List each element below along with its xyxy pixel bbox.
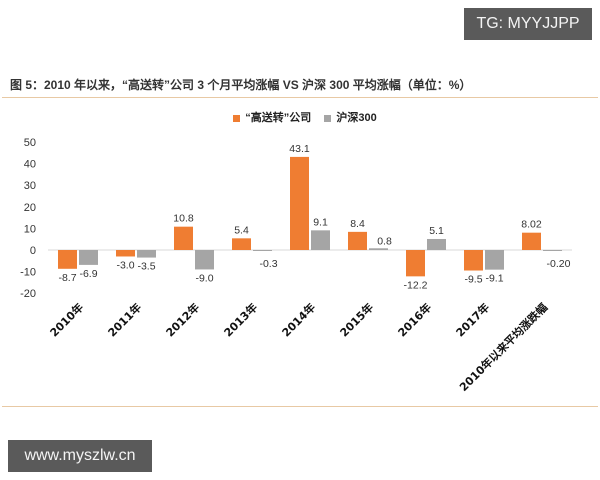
legend-label-series-2: 沪深300 bbox=[336, 112, 377, 124]
bar-value-label: 8.4 bbox=[350, 218, 365, 230]
y-tick-label: -20 bbox=[20, 288, 36, 300]
bar-value-label: -9.5 bbox=[464, 274, 482, 286]
bar-chart: 50 40 30 20 10 0 -10 -20 -8.7 -6.9 2010年 -3.0 -3.5 20… bbox=[20, 137, 572, 394]
bar-value-label: 5.4 bbox=[234, 224, 249, 236]
bar-gaosongzhuan bbox=[348, 231, 367, 250]
y-tick-label: 0 bbox=[30, 245, 36, 257]
bar-gaosongzhuan bbox=[464, 250, 483, 271]
bar-value-label: -3.5 bbox=[137, 261, 155, 273]
bar-hs300 bbox=[137, 250, 156, 258]
bar-hs300 bbox=[485, 250, 504, 270]
x-category-label: 2010年 bbox=[47, 300, 86, 339]
y-tick-label: 20 bbox=[24, 202, 36, 214]
watermark-top-right: TG: MYYJJPP bbox=[464, 8, 592, 40]
bar-hs300 bbox=[369, 248, 388, 250]
bar-gaosongzhuan bbox=[174, 226, 193, 250]
bar-hs300 bbox=[195, 250, 214, 270]
bar-value-label: -8.7 bbox=[58, 272, 76, 284]
x-category-label: 2014年 bbox=[279, 300, 318, 339]
title-divider bbox=[2, 97, 598, 98]
y-tick-label: 10 bbox=[24, 223, 36, 235]
x-category-label: 2016年 bbox=[395, 300, 434, 339]
y-tick-label: 40 bbox=[24, 159, 36, 171]
legend-swatch-series-1 bbox=[233, 114, 241, 122]
bar-hs300 bbox=[543, 250, 562, 251]
bar-value-label: 9.1 bbox=[313, 216, 328, 228]
bar-value-label: -9.1 bbox=[485, 273, 503, 285]
legend-swatch-series-2 bbox=[324, 114, 332, 122]
bar-hs300 bbox=[427, 238, 446, 250]
bar-value-label: 10.8 bbox=[173, 213, 194, 225]
legend-label-series-1: “高送转”公司 bbox=[245, 112, 312, 124]
x-category-label: 2017年 bbox=[453, 300, 492, 339]
x-category-label: 2015年 bbox=[337, 300, 376, 339]
bar-hs300 bbox=[311, 230, 330, 250]
bar-gaosongzhuan bbox=[116, 250, 135, 257]
chart-legend: “高送转”公司 沪深300 bbox=[0, 109, 600, 125]
y-tick-label: 50 bbox=[24, 137, 36, 149]
bar-value-label: 8.02 bbox=[521, 219, 542, 231]
bar-gaosongzhuan bbox=[522, 232, 541, 250]
bar-value-label: -9.0 bbox=[195, 272, 213, 284]
x-category-label: 2011年 bbox=[105, 300, 144, 339]
figure-title: 图 5：2010 年以来，“高送转”公司 3 个月平均涨幅 VS 沪深 300 … bbox=[10, 78, 472, 92]
bar-value-label: 0.8 bbox=[377, 235, 392, 247]
bar-gaosongzhuan bbox=[406, 250, 425, 277]
bar-value-label: -3.0 bbox=[116, 259, 134, 271]
bar-value-label: 5.1 bbox=[429, 225, 444, 237]
bottom-divider bbox=[2, 406, 598, 407]
watermark-bottom-left: www.myszlw.cn bbox=[8, 440, 152, 472]
y-tick-label: 30 bbox=[24, 180, 36, 192]
y-tick-label: -10 bbox=[20, 267, 36, 279]
bar-value-label: -12.2 bbox=[404, 279, 428, 291]
bar-value-label: -6.9 bbox=[79, 268, 97, 280]
bar-value-label: 43.1 bbox=[289, 143, 310, 155]
bar-value-label: -0.20 bbox=[547, 258, 571, 270]
x-category-label: 2012年 bbox=[163, 300, 202, 339]
bar-hs300 bbox=[253, 250, 272, 251]
bar-value-label: -0.3 bbox=[259, 258, 277, 270]
bar-gaosongzhuan bbox=[290, 156, 309, 250]
bar-gaosongzhuan bbox=[232, 238, 251, 250]
bar-gaosongzhuan bbox=[58, 250, 77, 269]
x-category-label: 2013年 bbox=[221, 300, 260, 339]
bar-hs300 bbox=[79, 250, 98, 265]
